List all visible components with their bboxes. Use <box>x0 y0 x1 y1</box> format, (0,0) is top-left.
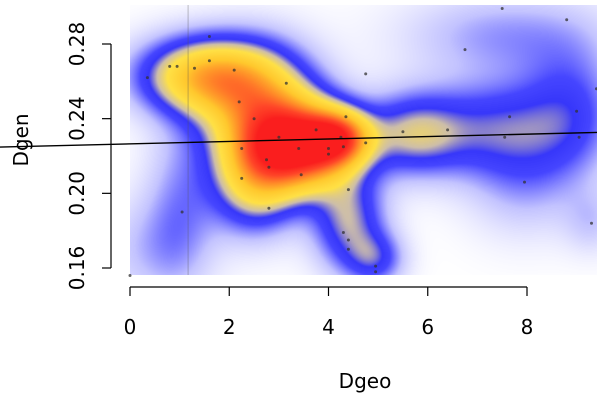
data-point <box>193 66 196 70</box>
data-point <box>128 274 132 277</box>
data-point <box>207 35 211 38</box>
data-point <box>523 180 526 184</box>
data-point <box>346 247 350 251</box>
y-tick-label: 0.24 <box>65 96 89 141</box>
x-tick-label: 0 <box>124 315 137 339</box>
y-tick-label: 0.28 <box>65 22 89 67</box>
data-point <box>565 18 569 22</box>
data-point <box>252 117 256 121</box>
data-point <box>327 147 330 150</box>
data-point <box>341 145 345 149</box>
data-point <box>503 135 507 139</box>
data-point <box>180 210 184 214</box>
data-point <box>577 135 581 139</box>
y-axis-title: Dgen <box>9 113 33 166</box>
x-tick-label: 6 <box>421 315 434 339</box>
data-point <box>500 7 504 10</box>
data-point <box>374 270 378 274</box>
x-ticks: 0 2 4 6 8 <box>124 287 534 339</box>
data-point <box>175 64 179 68</box>
data-point <box>374 264 378 268</box>
data-point <box>364 72 368 76</box>
data-point <box>590 221 593 225</box>
data-point <box>364 141 368 145</box>
data-point <box>346 188 350 192</box>
y-tick-label: 0.16 <box>65 246 89 291</box>
data-point <box>314 128 318 132</box>
data-point <box>575 109 579 113</box>
data-point <box>341 231 345 234</box>
x-axis: 0 2 4 6 8 <box>124 286 534 339</box>
data-point <box>344 115 348 119</box>
x-tick-label: 8 <box>521 315 534 339</box>
data-point <box>240 147 244 150</box>
data-point <box>299 173 303 177</box>
data-point <box>297 147 301 150</box>
data-point <box>446 128 450 132</box>
x-tick-label: 2 <box>223 315 236 339</box>
density-heatmap <box>130 5 597 275</box>
data-point <box>267 206 271 210</box>
data-point <box>327 152 330 156</box>
data-point <box>277 135 281 139</box>
data-point <box>267 165 271 169</box>
data-point <box>463 48 467 52</box>
data-point <box>508 115 512 119</box>
x-tick-label: 4 <box>322 315 335 339</box>
data-point <box>346 238 350 242</box>
data-point <box>145 76 149 80</box>
data-point <box>207 59 211 63</box>
data-point <box>284 81 288 85</box>
data-point <box>401 130 405 134</box>
regression-line <box>0 131 597 148</box>
x-axis-title: Dgeo <box>339 369 392 393</box>
y-axis: 0.16 0.20 0.24 0.28 <box>65 22 112 291</box>
data-point <box>232 68 236 72</box>
data-point <box>240 176 244 180</box>
data-point <box>265 158 268 162</box>
data-point <box>237 100 241 104</box>
y-ticks: 0.16 0.20 0.24 0.28 <box>65 22 111 291</box>
data-point <box>168 64 172 68</box>
y-tick-label: 0.20 <box>65 171 89 216</box>
data-points <box>128 7 597 277</box>
